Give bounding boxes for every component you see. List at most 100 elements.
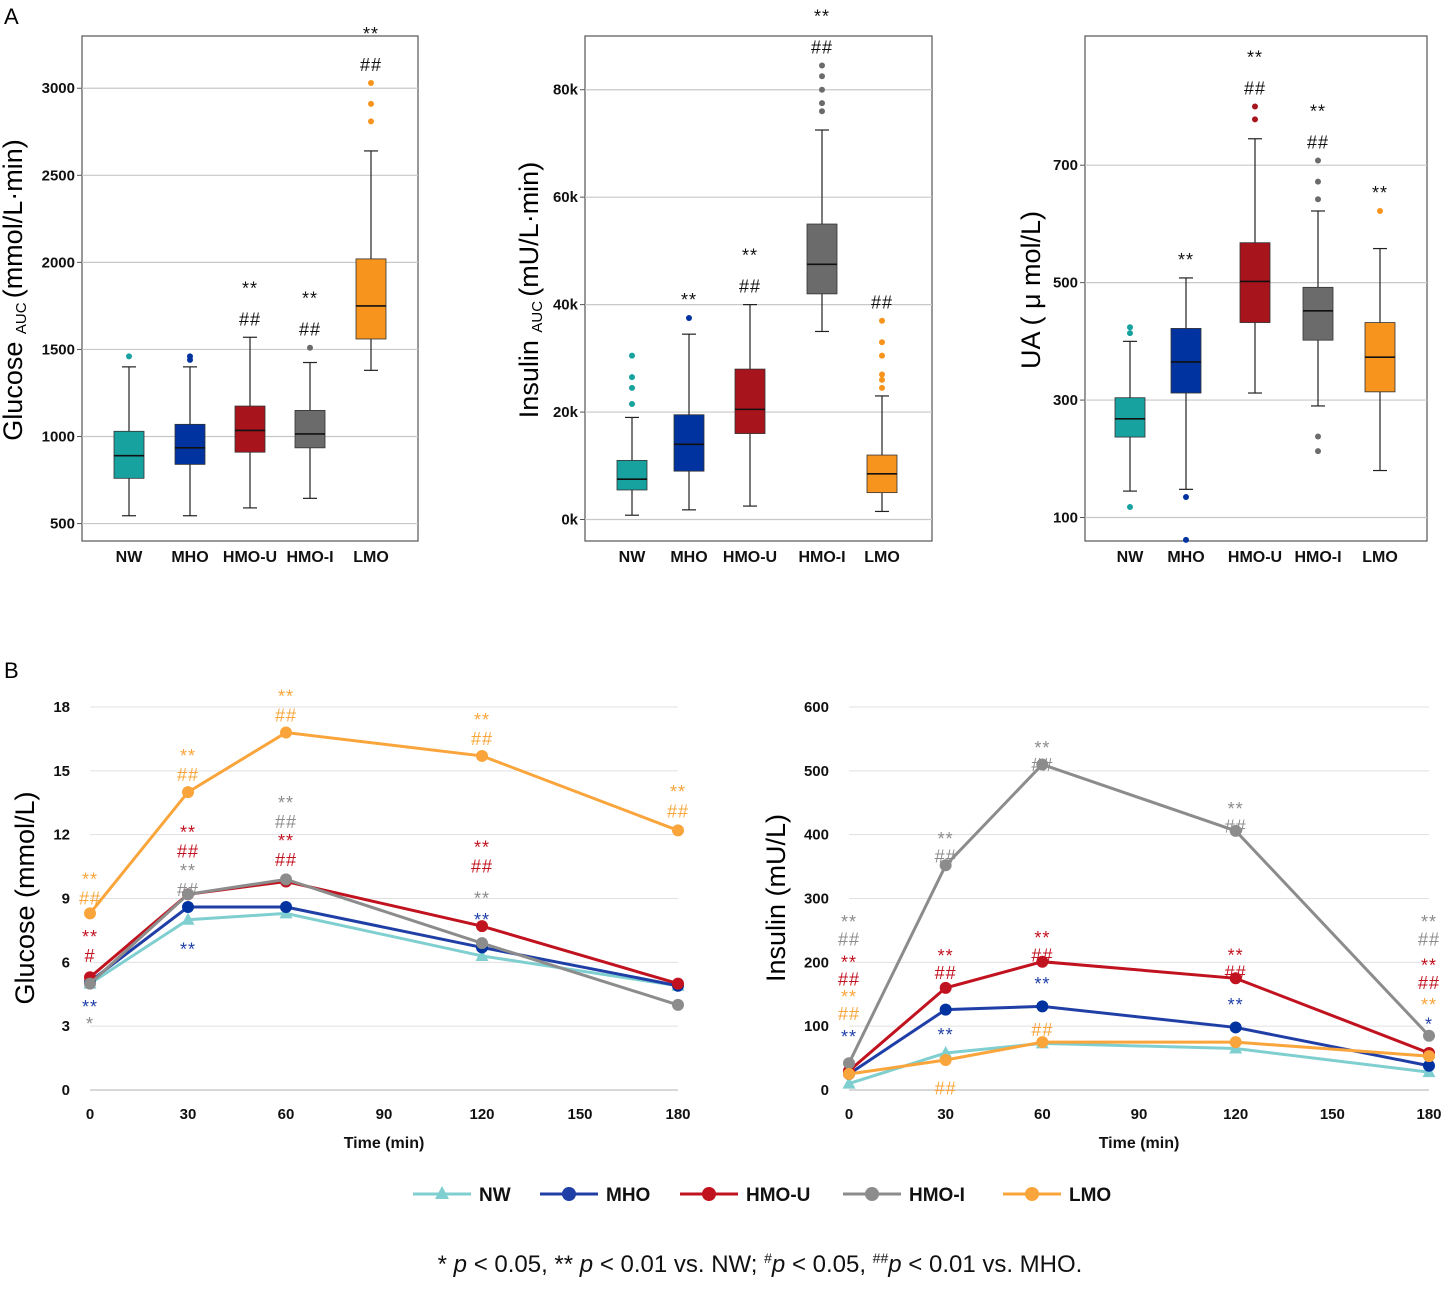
- x-axis-label: Time (min): [344, 1135, 425, 1152]
- y-tick-label: 3: [62, 1018, 70, 1035]
- data-point: [84, 907, 96, 920]
- data-point: [672, 998, 684, 1011]
- significance-mark: **: [681, 290, 697, 310]
- outlier-point: [1183, 536, 1189, 543]
- y-tick-label: 2500: [42, 167, 75, 184]
- box-iqr: [234, 405, 266, 453]
- x-tick-label: 120: [1223, 1106, 1248, 1123]
- outlier-point: [1315, 448, 1321, 455]
- data-point: [280, 901, 292, 914]
- significance-mark: ##: [1307, 132, 1329, 152]
- footnote-lt005: < 0.05,: [473, 1251, 548, 1278]
- x-category-label: LMO: [1362, 549, 1398, 566]
- significance-mark: **: [814, 7, 830, 27]
- significance-mark: *: [1425, 1014, 1433, 1034]
- box-MHO: **: [1170, 250, 1202, 543]
- significance-mark: ##: [177, 880, 199, 900]
- y-tick-label: 500: [50, 516, 75, 533]
- x-category-label: HMO-U: [1228, 549, 1282, 566]
- box-NW: [616, 352, 648, 516]
- x-category-label: HMO-U: [723, 549, 777, 566]
- panel-b-label: B: [4, 658, 19, 683]
- x-category-label: NW: [619, 549, 647, 566]
- box-iqr: [673, 414, 705, 472]
- y-tick-label: 0: [62, 1082, 70, 1099]
- significance-mark: **: [938, 829, 954, 849]
- legend-marker: [562, 1187, 576, 1201]
- data-point: [1036, 955, 1049, 968]
- box-HMO-U: ## **: [234, 278, 266, 509]
- data-point: [1423, 1029, 1435, 1042]
- data-point: [1036, 1036, 1049, 1049]
- footnote-hash1: #: [764, 1250, 772, 1266]
- outlier-point: [819, 100, 825, 107]
- data-point: [672, 824, 684, 837]
- series-HMO-I: [84, 873, 684, 1011]
- outlier-point: [686, 315, 692, 322]
- significance-mark: **: [841, 1027, 857, 1047]
- y-tick-label: 0k: [561, 512, 578, 529]
- x-tick-label: 90: [376, 1106, 393, 1123]
- outlier-point: [1315, 178, 1321, 185]
- y-tick-label: 40k: [553, 297, 579, 314]
- significance-mark: ##: [177, 765, 199, 785]
- significance-mark: ##: [1225, 816, 1247, 836]
- data-point: [843, 1068, 855, 1081]
- box-iqr: [1170, 328, 1202, 394]
- data-point: [182, 901, 194, 914]
- y-axis-label: Glucose AUC (mmol/L·min): [0, 139, 30, 440]
- data-point: [84, 977, 96, 990]
- data-point: [939, 859, 952, 872]
- outlier-point: [126, 353, 132, 360]
- significance-mark: ##: [871, 293, 893, 313]
- outlier-point: [819, 108, 825, 115]
- significance-mark: **: [742, 246, 758, 266]
- insulin-ogtt-linechart: 0 100 200 300 400 500 600 0 30 60 90 120 150 180 Time …: [761, 699, 1442, 1152]
- y-tick-label: 20k: [553, 404, 579, 421]
- box-iqr: [1114, 397, 1146, 438]
- significance-mark: **: [242, 278, 258, 298]
- y-tick-label: 600: [804, 699, 829, 716]
- significance-mark: **: [1421, 912, 1437, 932]
- significance-mark: *: [86, 1014, 94, 1034]
- y-tick-label: 100: [1053, 510, 1078, 527]
- x-tick-label: 180: [1416, 1106, 1441, 1123]
- y-tick-label: 300: [1053, 392, 1078, 409]
- box-NW: [1114, 324, 1146, 510]
- legend-label: HMO-U: [746, 1185, 810, 1206]
- footnote-lt001-mho: < 0.01 vs. MHO.: [908, 1251, 1083, 1278]
- series-MHO: [843, 1000, 1435, 1081]
- x-category-label: HMO-I: [286, 549, 333, 566]
- outlier-point: [1315, 196, 1321, 203]
- x-category-label: LMO: [353, 549, 389, 566]
- significance-mark: ##: [739, 277, 761, 297]
- outlier-point: [1252, 103, 1258, 110]
- box-HMO-I: ## **: [806, 7, 838, 333]
- y-axis-label: Glucose (mmol/L): [10, 791, 40, 1004]
- outlier-point: [819, 86, 825, 93]
- box-iqr: [1239, 242, 1271, 323]
- significance-mark: **: [474, 889, 490, 909]
- legend-marker: [865, 1187, 879, 1201]
- significance-mark: **: [1034, 928, 1050, 948]
- legend-item-LMO: LMO: [1003, 1185, 1111, 1206]
- data-point: [475, 948, 489, 961]
- x-tick-label: 30: [937, 1106, 954, 1123]
- legend: NW MHO HMO-U HMO-I LMO: [413, 1185, 1111, 1206]
- footnote-star1: *: [437, 1251, 447, 1278]
- outlier-point: [1315, 433, 1321, 440]
- x-category-label: HMO-I: [798, 549, 845, 566]
- significance-mark: **: [180, 861, 196, 881]
- x-tick-label: 90: [1131, 1106, 1148, 1123]
- outlier-point: [879, 352, 885, 359]
- x-tick-label: 60: [1034, 1106, 1051, 1123]
- data-point: [1036, 1000, 1049, 1013]
- data-point: [182, 786, 194, 799]
- data-point: [476, 920, 488, 933]
- significance-mark: ##: [275, 850, 297, 870]
- significance-mark: **: [302, 289, 318, 309]
- series-line: [89, 911, 679, 988]
- outlier-point: [879, 376, 885, 383]
- significance-mark: **: [180, 746, 196, 766]
- box-HMO-U: ## **: [1239, 47, 1271, 394]
